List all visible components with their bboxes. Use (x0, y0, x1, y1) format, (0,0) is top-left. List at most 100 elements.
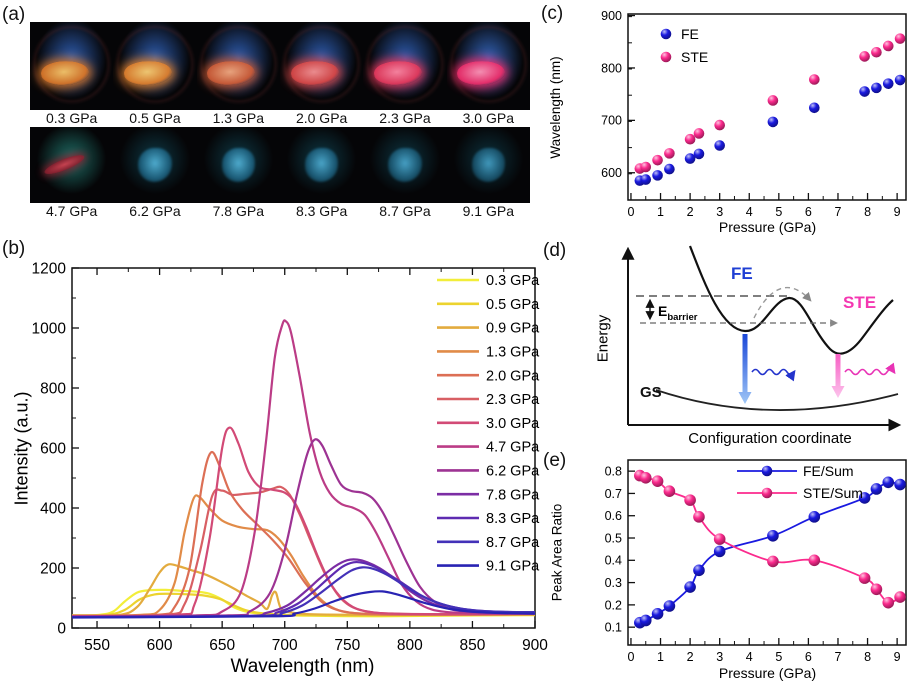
photo-label-row-2: 4.7 GPa 6.2 GPa 7.8 GPa 8.3 GPa 8.7 GPa 9.1 G… (30, 203, 530, 220)
x-tick-label-c: 8 (864, 205, 871, 219)
data-point-fe (871, 82, 882, 94)
y-tick-label-c: 700 (601, 114, 622, 128)
panel-label-c: (c) (541, 3, 564, 24)
photo-pressure-label: 8.3 GPa (295, 203, 348, 219)
data-point-fe (684, 153, 696, 164)
crystal-blob (471, 148, 505, 182)
excited-state-curve (688, 245, 894, 355)
x-tick-label-c: 0 (627, 205, 634, 219)
legend-entry-label: 8.7 GPa (486, 535, 540, 551)
x-tick-label-b: 600 (147, 637, 173, 654)
data-point-ste (652, 154, 663, 166)
y-tick-label-e: 0.3 (605, 576, 622, 590)
legend-entry-label: 2.0 GPa (486, 368, 540, 384)
ste-photon-wavy-arrow (844, 362, 896, 376)
photo-pressure-label: 2.3 GPa (379, 110, 431, 126)
sample-photo-6.2-gpa (113, 127, 197, 203)
crystal-blob (221, 148, 255, 182)
spectrum-curve-2.0-gpa (72, 450, 535, 618)
data-point-fe-sum (639, 614, 652, 627)
y-tick-label-e: 0.5 (605, 531, 622, 545)
crystal-blob (388, 148, 422, 182)
x-tick-label-e: 1 (657, 650, 664, 664)
data-point-ste-sum (808, 554, 821, 567)
spectrum-curve-0.9-gpa (72, 563, 535, 617)
legend-entry-label: FE/Sum (803, 463, 854, 479)
photo-row-high-pressure (30, 127, 530, 203)
photo-row-low-pressure (30, 22, 530, 110)
x-tick-label-b: 800 (397, 637, 423, 654)
spectra-curves (72, 319, 535, 619)
y-tick-label-e: 0.8 (605, 465, 622, 479)
sample-photo-0.3-gpa (30, 22, 114, 110)
data-point-fe (714, 140, 725, 151)
legend-entry-label: 0.3 GPa (486, 273, 540, 289)
x-tick-label-c: 1 (657, 205, 664, 219)
crystal-blob (138, 148, 172, 182)
panel-label-e: (e) (543, 450, 567, 471)
legend-entry-label: 6.2 GPa (486, 463, 540, 479)
plot-frame-c (627, 13, 907, 201)
panel-d-configuration-coordinate-label: Configuration coordinate (688, 430, 852, 447)
x-tick-label-e: 5 (775, 650, 782, 664)
y-tick-label-e: 0.7 (605, 487, 622, 501)
spectrum-curve-8.7-gpa (72, 566, 535, 619)
fe-photon-wavy-arrow (751, 368, 796, 382)
photo-pressure-label: 3.0 GPa (462, 110, 514, 126)
x-tick-label-c: 9 (894, 205, 901, 219)
sample-photo-2.3-gpa (363, 22, 447, 110)
legend-entry-label: 0.5 GPa (486, 297, 540, 313)
x-tick-label-c: 2 (687, 205, 694, 219)
photo-pressure-label: 2.0 GPa (295, 110, 348, 126)
photo-pressure-label: 0.3 GPa (45, 110, 98, 126)
panel-a-photo-grid: 0.3 GPa 0.5 GPa 1.3 GPa 2.0 GPa 2.3 GPa 3.0 G… (30, 22, 530, 220)
data-point-ste-sum (870, 583, 883, 596)
y-tick-label-e: 0.6 (605, 509, 622, 523)
y-tick-label-b: 1000 (32, 320, 67, 337)
spectrum-curve-3.0-gpa (72, 426, 535, 618)
x-tick-label-c: 6 (805, 205, 812, 219)
legend-entry-label: 8.3 GPa (486, 511, 540, 527)
y-tick-label-e: 0.2 (605, 598, 622, 612)
panel-e-x-axis-label: Pressure (GPa) (718, 665, 817, 681)
panel-d-fe-state-label: FE (731, 264, 753, 283)
sample-photo-8.3-gpa (279, 127, 364, 203)
data-point-fe (859, 86, 870, 97)
x-tick-label-e: 7 (835, 650, 842, 664)
legend-marker (761, 465, 773, 477)
photo-pressure-label: 4.7 GPa (45, 203, 98, 219)
crystal-blob (304, 148, 339, 182)
data-point-ste-sum (651, 475, 664, 487)
data-point-ste (894, 33, 906, 44)
y-tick-label-b: 800 (40, 380, 66, 397)
y-tick-label-b: 1200 (32, 260, 67, 277)
fe-to-ste-transfer-arrow (753, 286, 812, 319)
plot-frame-e (627, 459, 907, 646)
data-point-ste (859, 51, 870, 62)
sample-photo-4.7-gpa (30, 127, 114, 203)
x-tick-label-b: 700 (272, 637, 298, 654)
barrier-label-main: E (658, 303, 668, 319)
data-point-fe-sum (693, 564, 705, 577)
legend-entry-label: FE (681, 26, 699, 42)
legend-entry-label: 1.3 GPa (486, 344, 540, 360)
legend-entry-label: 2.3 GPa (486, 392, 540, 408)
y-tick-label-c: 600 (601, 166, 622, 180)
legend-entry-label: STE (681, 49, 708, 65)
data-point-fe (693, 148, 705, 160)
panel-label-d: (d) (543, 240, 567, 261)
y-tick-label-e: 0.4 (605, 554, 622, 568)
data-point-ste (714, 119, 725, 131)
data-point-ste (664, 148, 675, 159)
panel-b-x-axis-label: Wavelength (nm) (230, 656, 375, 677)
data-point-ste-sum (882, 596, 895, 609)
data-point-fe-sum (713, 545, 726, 558)
panel-c-x-axis-label: Pressure (GPa) (718, 219, 817, 235)
data-point-fe (767, 116, 779, 128)
data-point-ste (767, 95, 779, 106)
panel-d-energy-axis-label: Energy (594, 314, 612, 363)
legend-marker (761, 487, 773, 499)
plot-frame-b (71, 267, 536, 629)
